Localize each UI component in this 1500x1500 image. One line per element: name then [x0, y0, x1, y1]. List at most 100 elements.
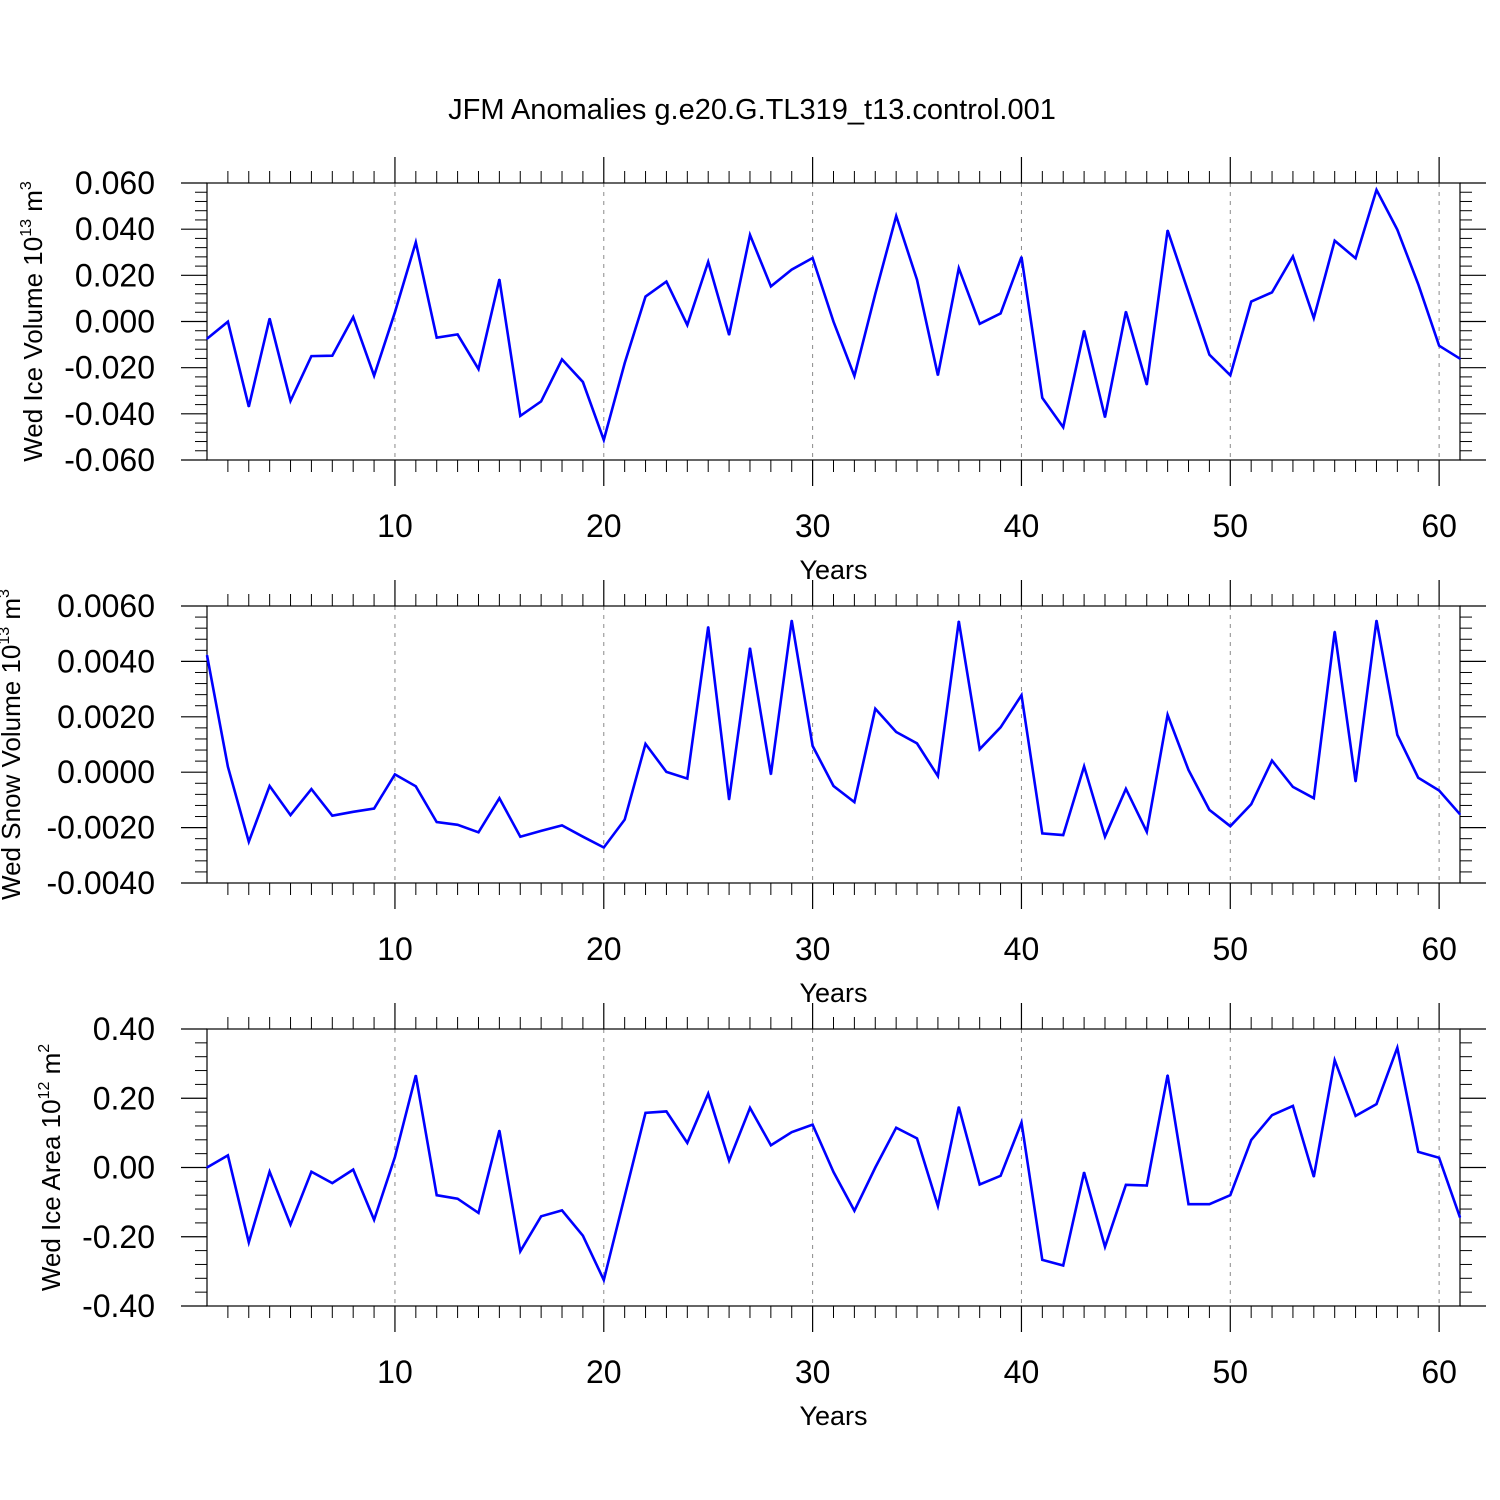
data-point	[1292, 786, 1294, 788]
data-point	[1145, 830, 1148, 833]
data-point	[874, 1166, 877, 1169]
data-point	[519, 835, 522, 838]
data-point	[832, 785, 835, 787]
data-point	[623, 362, 626, 364]
data-point	[352, 316, 354, 318]
data-point	[1125, 788, 1127, 790]
data-point	[1396, 1046, 1399, 1049]
y-tick-label: 0.20	[93, 1080, 155, 1116]
data-point	[707, 1092, 709, 1095]
y-axis-label: Wed Ice Area 1012 m2	[36, 1044, 66, 1291]
data-point	[937, 374, 939, 377]
data-point	[895, 731, 897, 733]
data-point	[540, 830, 542, 832]
data-point	[602, 1279, 605, 1281]
data-point	[623, 818, 626, 821]
data-point	[1062, 426, 1065, 429]
data-point	[1041, 397, 1044, 399]
data-point	[540, 1215, 542, 1218]
data-point	[1125, 1184, 1127, 1186]
data-point	[206, 1166, 208, 1169]
data-point	[247, 405, 250, 408]
data-point	[1271, 759, 1273, 762]
data-point	[1396, 734, 1399, 736]
data-point	[874, 707, 877, 710]
y-tick-label: 0.0020	[57, 699, 155, 735]
data-point	[1459, 357, 1461, 360]
y-tick-label: 0.0000	[57, 754, 155, 790]
data-point	[895, 215, 897, 217]
data-point	[895, 1126, 897, 1129]
data-point	[310, 1170, 313, 1173]
y-tick-label: -0.060	[64, 442, 155, 478]
x-tick-label: 60	[1421, 1354, 1457, 1390]
data-point	[916, 1137, 918, 1140]
data-point	[602, 439, 605, 441]
data-point	[707, 261, 709, 263]
data-point	[394, 1156, 396, 1158]
data-point	[1229, 374, 1232, 377]
data-point	[477, 1212, 480, 1214]
x-tick-label: 60	[1421, 508, 1457, 544]
data-point	[665, 1110, 668, 1113]
data-point	[790, 1131, 793, 1133]
data-point	[582, 835, 584, 838]
x-tick-label: 30	[795, 508, 831, 544]
data-point	[268, 1170, 271, 1173]
data-point	[1271, 1114, 1273, 1117]
data-point	[1333, 239, 1336, 242]
data-point	[477, 831, 480, 834]
data-point	[227, 320, 229, 323]
x-tick-label: 40	[1004, 1354, 1040, 1390]
data-point	[435, 821, 438, 823]
data-point	[811, 1123, 814, 1126]
data-point	[1375, 619, 1378, 622]
data-point	[456, 824, 459, 826]
data-point	[1417, 1151, 1420, 1153]
data-point	[978, 1183, 981, 1186]
panel-2: -0.0040 -0.0020 0.0000 0.0020 0.0040 0.0060 10…	[0, 580, 1486, 1008]
data-point	[916, 742, 918, 745]
data-point	[874, 293, 877, 295]
data-point	[415, 785, 417, 788]
data-point	[1125, 310, 1127, 313]
data-point	[435, 336, 438, 339]
x-tick-label: 50	[1212, 1354, 1248, 1390]
data-point	[1459, 813, 1461, 816]
data-point	[1041, 1259, 1044, 1261]
data-point	[1313, 317, 1315, 319]
data-point	[707, 625, 709, 628]
data-point	[853, 1209, 856, 1212]
data-point	[1417, 776, 1420, 779]
y-tick-label: 0.060	[75, 165, 155, 201]
data-point	[1020, 256, 1023, 258]
x-tick-label: 60	[1421, 931, 1457, 967]
y-tick-label: -0.040	[64, 396, 155, 432]
y-tick-label: -0.020	[64, 350, 155, 386]
x-tick-label: 30	[795, 1354, 831, 1390]
data-point	[1375, 1103, 1378, 1105]
data-point	[1041, 832, 1044, 835]
y-axis-label: Wed Snow Volume 1013 m3	[0, 589, 26, 900]
data-point	[832, 320, 835, 323]
data-point	[415, 241, 417, 244]
data-point	[1438, 1157, 1440, 1159]
data-point	[1250, 803, 1252, 806]
data-point	[268, 317, 271, 320]
data-point	[1229, 825, 1232, 828]
x-tick-label: 20	[586, 1354, 622, 1390]
data-point	[1187, 291, 1190, 294]
x-tick-label: 20	[586, 508, 622, 544]
data-point	[644, 1111, 647, 1114]
data-point	[1333, 1059, 1336, 1061]
panel-3: -0.40 -0.20 0.00 0.20 0.40 10 20 30 40 50 60 Years W…	[36, 1003, 1486, 1431]
data-point	[477, 368, 480, 370]
data-point	[770, 285, 772, 288]
data-point	[289, 1223, 292, 1226]
data-point	[519, 415, 522, 417]
data-point	[1292, 1105, 1294, 1107]
data-point	[519, 1250, 522, 1253]
data-point	[770, 773, 772, 776]
data-point	[1187, 1203, 1190, 1206]
